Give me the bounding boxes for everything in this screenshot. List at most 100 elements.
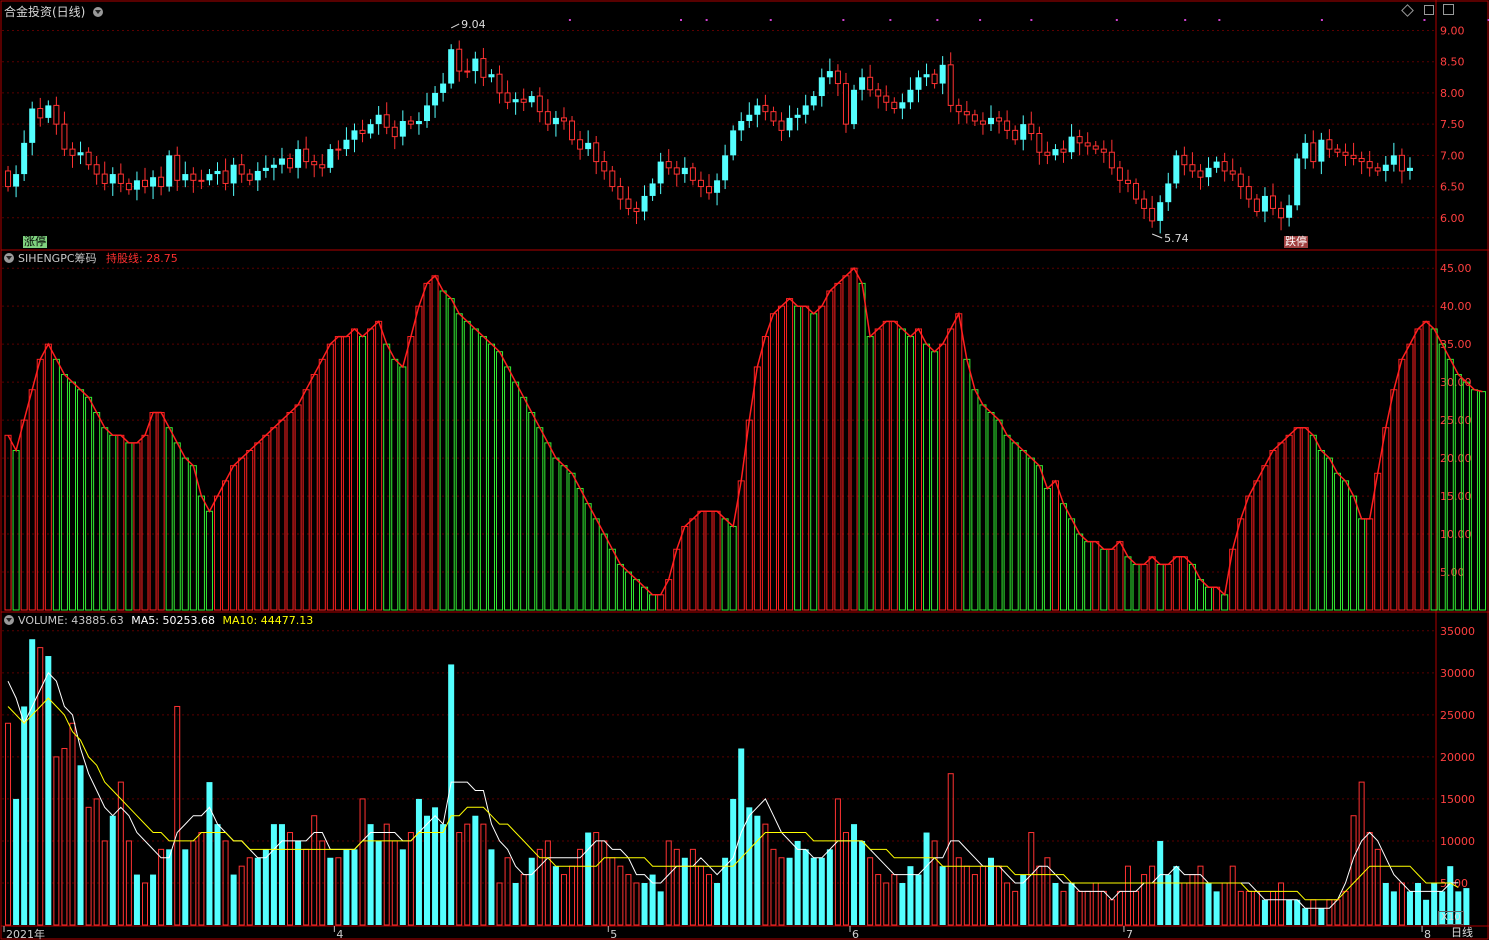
event-marker — [680, 19, 682, 21]
volume-bar — [1326, 899, 1333, 926]
volume-bar — [142, 882, 148, 926]
candle — [1157, 195, 1164, 234]
chip-bar — [906, 336, 914, 611]
price-tick-label: 8.00 — [1440, 87, 1465, 100]
candle — [1294, 153, 1301, 211]
close-icon[interactable] — [1443, 4, 1454, 15]
candle-body — [1149, 207, 1156, 222]
candle — [61, 111, 68, 156]
chip-bar — [85, 396, 93, 611]
candle-body — [424, 105, 430, 122]
candle — [1092, 140, 1099, 155]
candle-body — [569, 120, 576, 141]
candle-body — [697, 179, 704, 188]
candle — [633, 201, 640, 225]
candle-body — [254, 170, 261, 181]
volume-bar — [1133, 890, 1140, 926]
candle — [1237, 167, 1244, 200]
candle-body — [230, 164, 237, 184]
volume-bar — [1374, 848, 1381, 926]
candle — [923, 63, 930, 87]
price-tick-label: 7.00 — [1440, 149, 1465, 162]
candle — [1060, 140, 1067, 163]
chip-bar — [60, 374, 68, 611]
candle-body — [1028, 123, 1035, 134]
candle-body — [601, 161, 608, 172]
chip-bar — [20, 419, 28, 611]
chip-bar — [479, 336, 487, 611]
volume-bar — [1141, 874, 1148, 926]
volume-bar — [222, 840, 229, 926]
candle — [504, 80, 511, 110]
candle-body — [794, 114, 801, 118]
volume-bar — [335, 857, 342, 926]
candle-body — [536, 95, 543, 113]
candle-body — [673, 167, 680, 175]
volume-name: VOLUME: — [18, 614, 68, 627]
candle-body — [770, 111, 777, 122]
title-dropdown-icon[interactable] — [93, 7, 104, 17]
volume-bar — [859, 840, 866, 925]
chip-bar — [987, 412, 995, 611]
ma10-value: 44477.13 — [260, 614, 314, 627]
candle-body — [1261, 195, 1268, 212]
chip-bar — [882, 320, 890, 611]
volume-bar — [287, 832, 294, 926]
chip-bar — [520, 396, 528, 611]
volume-bar — [625, 874, 632, 926]
candle — [1358, 151, 1365, 175]
volume-bar — [738, 748, 745, 925]
chip-bar — [262, 434, 270, 611]
volume-bar — [166, 849, 173, 925]
candle — [182, 161, 189, 188]
candle-body — [262, 167, 269, 171]
candle-body — [512, 99, 519, 103]
candle-body — [383, 114, 390, 128]
candle — [867, 64, 874, 97]
volume-unit: X10 — [1438, 911, 1464, 925]
price-tick-label: 6.50 — [1440, 181, 1465, 194]
chip-bar — [592, 518, 600, 611]
candle — [1052, 144, 1059, 161]
chip-bar — [504, 366, 512, 611]
candle-body — [593, 142, 600, 163]
candle-body — [842, 83, 849, 125]
diamond-icon[interactable] — [1401, 4, 1414, 17]
volume-bar — [1076, 890, 1083, 926]
chip-bar — [1003, 434, 1011, 611]
candle-body — [915, 77, 922, 90]
candle — [311, 154, 318, 178]
chip-bar — [77, 389, 85, 611]
volume-bar — [1044, 857, 1051, 926]
chip-bar — [947, 328, 955, 611]
volume-dropdown-icon[interactable] — [4, 615, 14, 625]
chip-bar — [1293, 427, 1301, 611]
candle — [794, 107, 801, 131]
period-label[interactable]: 日线 — [1451, 926, 1473, 939]
ma5-value: 50253.68 — [162, 614, 216, 627]
candle-body — [85, 151, 92, 166]
x-tick-label: 6 — [852, 928, 859, 940]
candle-body — [617, 186, 624, 200]
chip-bar — [286, 412, 294, 611]
volume-bar — [1310, 899, 1317, 926]
restore-icon[interactable] — [1423, 5, 1434, 15]
chip-bar — [866, 336, 874, 611]
indicator-dropdown-icon[interactable] — [4, 253, 14, 263]
candle — [778, 112, 785, 141]
candle — [1366, 150, 1373, 177]
chip-bar — [205, 510, 213, 611]
chip-bar — [1124, 556, 1132, 611]
candle — [1149, 195, 1156, 228]
chip-bar — [93, 412, 101, 611]
candle — [931, 69, 938, 89]
candle-body — [37, 108, 44, 119]
candle-body — [335, 148, 342, 151]
volume-bar — [1213, 891, 1220, 925]
volume-bar — [343, 849, 350, 925]
candle-body — [496, 73, 503, 94]
candle — [1326, 129, 1333, 158]
candle-body — [1398, 154, 1405, 172]
